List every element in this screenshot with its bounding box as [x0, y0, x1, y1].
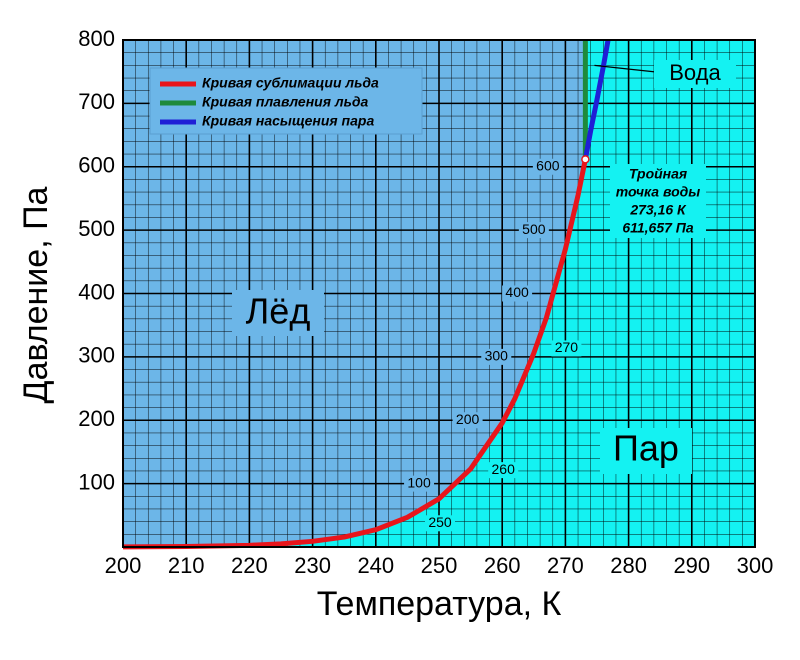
plot-frame: [122, 39, 756, 548]
x-tick-label: 260: [484, 553, 521, 578]
triple-point-label: точка воды: [616, 184, 701, 200]
triple-point: [581, 155, 590, 164]
curve: [122, 158, 588, 550]
x-tick-label: 200: [105, 553, 142, 578]
region-label: Вода: [669, 60, 721, 85]
curve-pressure-label: 400: [505, 284, 529, 300]
label-background: [481, 348, 512, 365]
label-background: [502, 285, 533, 302]
y-tick-label: 200: [78, 406, 115, 431]
y-axis-title: Давление, Па: [17, 186, 55, 403]
curve-temperature-label: 260: [492, 461, 516, 477]
curve-pressure-label: 600: [536, 157, 560, 173]
label-background: [551, 340, 582, 357]
label-background: [452, 412, 483, 429]
label-background: [404, 475, 435, 492]
legend-label: Кривая насыщения пара: [202, 113, 374, 129]
label-background: [488, 462, 519, 479]
x-tick-label: 220: [231, 553, 268, 578]
x-tick-label: 230: [294, 553, 331, 578]
x-axis-title: Температура, К: [317, 585, 562, 623]
curve-pressure-label: 500: [522, 221, 546, 237]
curve-pressure-label: 100: [407, 474, 431, 490]
curve-temperature-label: 270: [555, 339, 579, 355]
curve-pressure-label: 300: [485, 348, 509, 364]
region-label: Лёд: [246, 291, 311, 332]
y-tick-label: 400: [78, 279, 115, 304]
triple-point-label: Тройная: [629, 166, 687, 182]
x-tick-label: 300: [737, 553, 774, 578]
x-tick-label: 240: [357, 553, 394, 578]
x-tick-label: 250: [421, 553, 458, 578]
region-label: Пар: [613, 428, 679, 469]
y-tick-label: 700: [78, 89, 115, 114]
x-tick-label: 280: [610, 553, 647, 578]
region-label-box: [654, 60, 736, 88]
label-background: [518, 222, 549, 239]
x-tick-label: 210: [168, 553, 205, 578]
leader-line: [594, 64, 657, 73]
triple-point-label: 273,16 К: [629, 202, 687, 218]
legend-label: Кривая плавления льда: [202, 94, 369, 110]
region-label-box: [600, 428, 692, 474]
triple-point-box: [610, 164, 706, 238]
y-tick-label: 500: [78, 216, 115, 241]
legend-label: Кривая сублимации льда: [202, 75, 379, 91]
region-label-box: [232, 290, 324, 336]
triple-point-label: 611,657 Па: [622, 220, 694, 236]
x-tick-label: 270: [547, 553, 584, 578]
curve: [582, 39, 611, 160]
y-tick-label: 600: [78, 153, 115, 178]
curve-temperature-label: 250: [428, 514, 452, 530]
label-background: [532, 158, 563, 175]
x-tick-label: 290: [673, 553, 710, 578]
y-tick-label: 800: [78, 26, 115, 51]
y-tick-label: 100: [78, 469, 115, 494]
curve-pressure-label: 200: [456, 411, 480, 427]
y-tick-label: 300: [78, 343, 115, 368]
label-background: [425, 515, 455, 532]
